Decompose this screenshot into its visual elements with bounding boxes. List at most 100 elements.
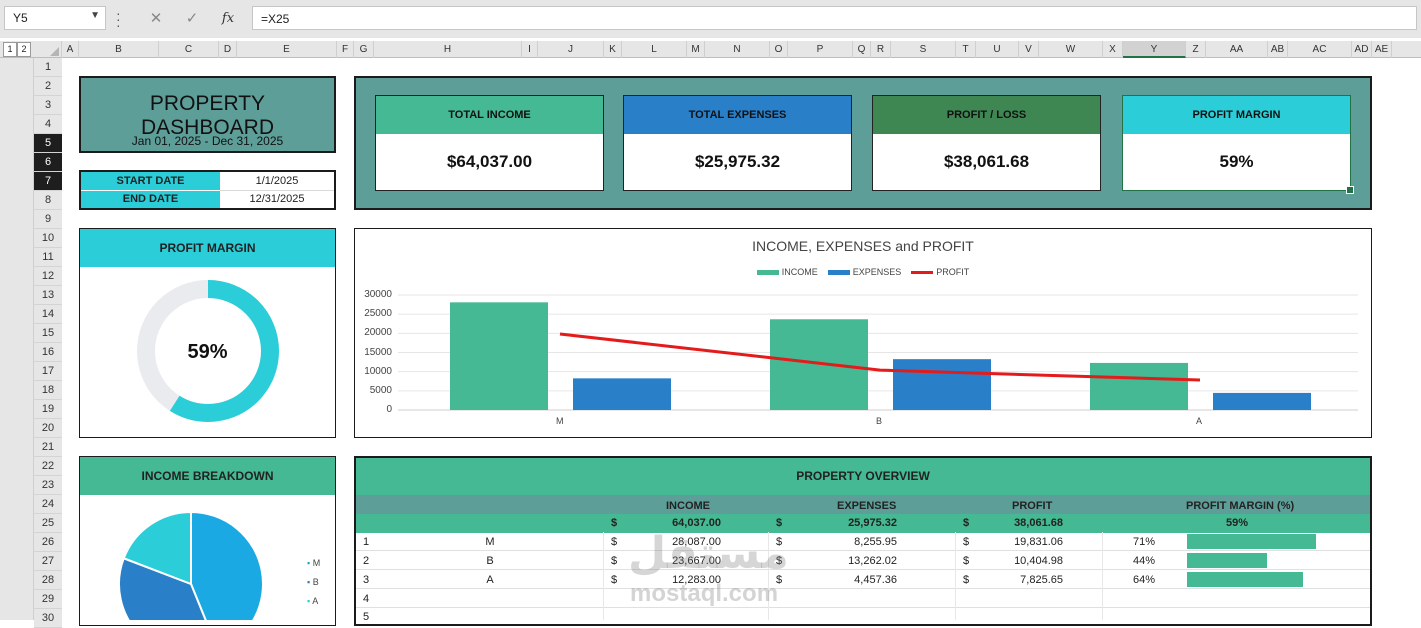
column-header[interactable]: AD bbox=[1352, 41, 1372, 58]
total-income[interactable]: 64,037.00 bbox=[672, 517, 721, 529]
chart-bar-expenses[interactable] bbox=[573, 378, 671, 410]
row-header[interactable]: 12 bbox=[34, 267, 62, 286]
row-header[interactable]: 1 bbox=[34, 58, 62, 77]
row-profit[interactable]: 7,825.65 bbox=[1020, 574, 1063, 586]
row-header[interactable]: 19 bbox=[34, 400, 62, 419]
column-header[interactable]: F bbox=[337, 41, 354, 58]
property-name[interactable]: B bbox=[486, 555, 494, 567]
kpi-total-expenses[interactable]: TOTAL EXPENSES $25,975.32 bbox=[623, 95, 852, 191]
row-header[interactable]: 11 bbox=[34, 248, 62, 267]
column-header[interactable]: O bbox=[770, 41, 788, 58]
kpi-profit-margin[interactable]: PROFIT MARGIN 59% bbox=[1122, 95, 1354, 194]
column-header[interactable]: AE bbox=[1372, 41, 1392, 58]
more-icon[interactable]: · · · bbox=[116, 5, 121, 33]
row-margin[interactable]: 64% bbox=[1133, 574, 1156, 586]
column-header[interactable]: B bbox=[79, 41, 159, 58]
column-header[interactable]: AC bbox=[1288, 41, 1352, 58]
column-header[interactable]: S bbox=[891, 41, 956, 58]
column-header[interactable]: K bbox=[604, 41, 622, 58]
column-header[interactable]: X bbox=[1103, 41, 1123, 58]
row-header-grouped[interactable]: 7 bbox=[34, 172, 62, 191]
row-header[interactable]: 23 bbox=[34, 476, 62, 495]
column-header[interactable]: W bbox=[1039, 41, 1103, 58]
row-header[interactable]: 16 bbox=[34, 343, 62, 362]
row-header[interactable]: 13 bbox=[34, 286, 62, 305]
confirm-icon[interactable]: ✓ bbox=[185, 10, 199, 27]
formula-input[interactable]: =X25 bbox=[252, 6, 1417, 30]
row-header[interactable]: 3 bbox=[34, 96, 62, 115]
row-profit[interactable]: 10,404.98 bbox=[1014, 555, 1063, 567]
chart-bar-expenses[interactable] bbox=[893, 359, 991, 410]
row-expenses[interactable]: 8,255.95 bbox=[854, 536, 897, 548]
total-margin[interactable]: 59% bbox=[1225, 517, 1249, 529]
column-header[interactable]: I bbox=[522, 41, 538, 58]
row-header[interactable]: 4 bbox=[34, 115, 62, 134]
column-header[interactable]: L bbox=[622, 41, 687, 58]
name-box[interactable]: Y5 ▼ bbox=[4, 6, 106, 30]
column-header[interactable]: C bbox=[159, 41, 219, 58]
column-header[interactable]: A bbox=[62, 41, 79, 58]
insert-function-icon[interactable]: fx bbox=[221, 10, 235, 26]
column-header[interactable]: G bbox=[354, 41, 374, 58]
column-header[interactable]: D bbox=[219, 41, 237, 58]
row-header[interactable]: 27 bbox=[34, 552, 62, 571]
row-profit[interactable]: 19,831.06 bbox=[1014, 536, 1063, 548]
column-header[interactable]: M bbox=[687, 41, 705, 58]
row-header[interactable]: 18 bbox=[34, 381, 62, 400]
column-header[interactable]: P bbox=[788, 41, 853, 58]
row-header[interactable]: 24 bbox=[34, 495, 62, 514]
row-header[interactable]: 21 bbox=[34, 438, 62, 457]
column-header-selected[interactable]: Y bbox=[1123, 41, 1186, 58]
row-header[interactable]: 14 bbox=[34, 305, 62, 324]
row-header[interactable]: 22 bbox=[34, 457, 62, 476]
row-header[interactable]: 25 bbox=[34, 514, 62, 533]
row-header[interactable]: 17 bbox=[34, 362, 62, 381]
column-header[interactable]: Q bbox=[853, 41, 871, 58]
kpi-profit-loss[interactable]: PROFIT / LOSS $38,061.68 bbox=[872, 95, 1101, 191]
cancel-icon[interactable]: ✕ bbox=[149, 10, 163, 27]
chart-bar-income[interactable] bbox=[1090, 362, 1188, 410]
total-expenses[interactable]: 25,975.32 bbox=[848, 517, 897, 529]
row-income[interactable]: 12,283.00 bbox=[672, 574, 721, 586]
row-income[interactable]: 23,667.00 bbox=[672, 555, 721, 567]
row-header[interactable]: 26 bbox=[34, 533, 62, 552]
column-header[interactable]: E bbox=[237, 41, 337, 58]
pie-slice-a[interactable] bbox=[122, 510, 192, 586]
property-name[interactable]: A bbox=[486, 574, 494, 586]
pie-slice-b[interactable] bbox=[118, 556, 218, 620]
column-header[interactable]: J bbox=[538, 41, 604, 58]
chart-bar-income[interactable] bbox=[450, 302, 548, 410]
column-header[interactable]: H bbox=[374, 41, 522, 58]
total-profit[interactable]: 38,061.68 bbox=[1014, 517, 1063, 529]
row-expenses[interactable]: 13,262.02 bbox=[848, 555, 897, 567]
outline-level-2[interactable]: 2 bbox=[17, 42, 31, 57]
row-margin[interactable]: 71% bbox=[1133, 536, 1156, 548]
row-header[interactable]: 28 bbox=[34, 571, 62, 590]
row-header-grouped[interactable]: 6 bbox=[34, 153, 62, 172]
row-header[interactable]: 2 bbox=[34, 77, 62, 96]
row-expenses[interactable]: 4,457.36 bbox=[854, 574, 897, 586]
select-all-corner[interactable] bbox=[34, 41, 62, 58]
row-margin[interactable]: 44% bbox=[1133, 555, 1156, 567]
start-date-cell[interactable]: 1/1/2025 bbox=[220, 172, 334, 191]
end-date-cell[interactable]: 12/31/2025 bbox=[249, 193, 305, 205]
column-header[interactable]: T bbox=[956, 41, 976, 58]
profit-margin-card[interactable]: PROFIT MARGIN 59% bbox=[79, 228, 336, 438]
row-income[interactable]: 28,087.00 bbox=[672, 536, 721, 548]
row-header-selected[interactable]: 5 bbox=[34, 134, 62, 153]
property-name[interactable]: M bbox=[485, 536, 495, 548]
row-header[interactable]: 15 bbox=[34, 324, 62, 343]
kpi-total-income[interactable]: TOTAL INCOME $64,037.00 bbox=[375, 95, 604, 191]
chart-bar-expenses[interactable] bbox=[1213, 392, 1311, 410]
chevron-down-icon[interactable]: ▼ bbox=[90, 10, 100, 21]
column-header[interactable]: AA bbox=[1206, 41, 1268, 58]
chart-line-profit[interactable] bbox=[559, 332, 1201, 382]
row-header[interactable]: 10 bbox=[34, 229, 62, 248]
outline-level-1[interactable]: 1 bbox=[3, 42, 17, 57]
row-header[interactable]: 9 bbox=[34, 210, 62, 229]
column-header[interactable]: AB bbox=[1268, 41, 1288, 58]
column-header[interactable]: U bbox=[976, 41, 1019, 58]
selection-fill-handle[interactable] bbox=[1346, 186, 1354, 194]
column-header[interactable]: Z bbox=[1186, 41, 1206, 58]
row-header[interactable]: 8 bbox=[34, 191, 62, 210]
